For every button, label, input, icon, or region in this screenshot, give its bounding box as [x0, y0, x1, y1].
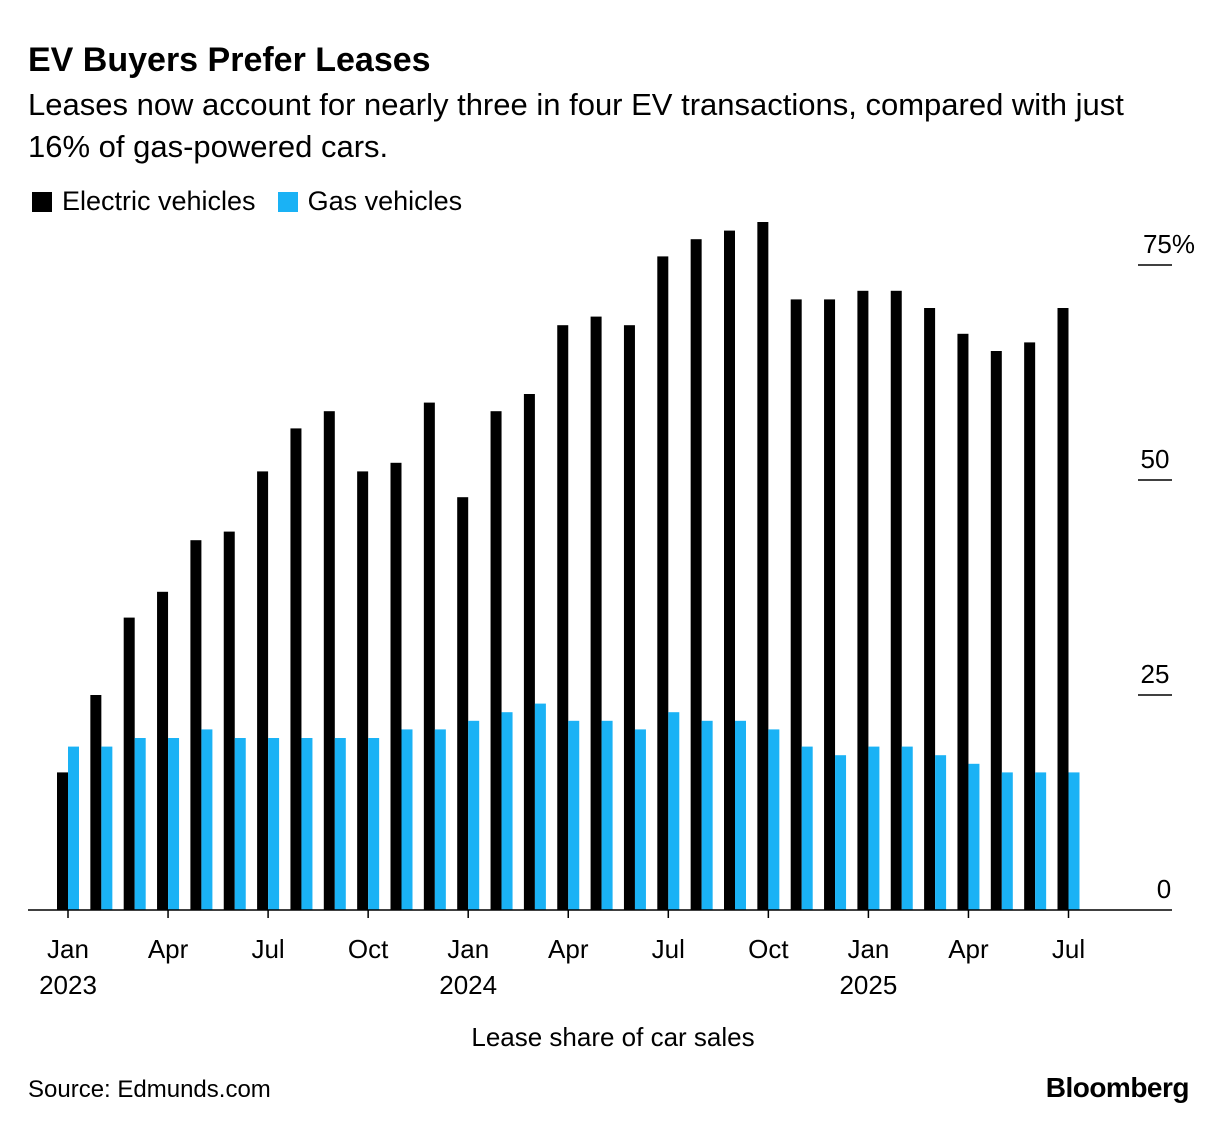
bar-electric: [724, 230, 735, 911]
x-tick-label: Jan: [47, 934, 89, 964]
x-tick-label: Jan: [847, 934, 889, 964]
bar-gas: [801, 746, 813, 910]
bar-gas: [568, 720, 580, 910]
x-tick-label: Oct: [348, 934, 389, 964]
bar-gas: [168, 738, 180, 910]
y-tick-label: 0: [1157, 874, 1171, 904]
bar-gas: [601, 720, 613, 910]
legend-swatch-electric: [32, 191, 52, 212]
bar-gas: [201, 729, 213, 910]
legend-swatch-gas: [277, 191, 298, 212]
y-tick-label: 50: [1141, 444, 1170, 474]
bar-electric: [457, 497, 469, 910]
bar-electric: [957, 333, 969, 910]
x-tick-label: Apr: [148, 934, 189, 964]
bar-electric: [490, 411, 502, 910]
y-axis: 75% 50 25 0: [1138, 229, 1195, 904]
y-tick-label: 25: [1141, 659, 1170, 689]
bar-electric: [757, 222, 769, 910]
bar-electric: [323, 411, 335, 910]
bar-gas: [1035, 772, 1047, 910]
bar-electric: [390, 462, 402, 910]
legend-item-gas: Gas vehicles: [277, 186, 463, 217]
bar-electric: [990, 351, 1002, 910]
bar-electric: [824, 299, 836, 910]
bar-electric: [157, 591, 169, 910]
x-axis-label: Lease share of car sales: [471, 1022, 754, 1052]
bar-gas: [901, 746, 913, 910]
bar-electric: [623, 325, 635, 910]
bar-gas: [634, 729, 646, 910]
bar-gas: [701, 720, 713, 910]
legend-label-electric: Electric vehicles: [62, 186, 256, 216]
x-tick-label: Oct: [748, 934, 789, 964]
bar-gas: [334, 738, 346, 910]
bar-gas: [735, 720, 746, 910]
bar-electric: [1057, 308, 1069, 910]
bar-electric: [290, 428, 302, 910]
bar-electric: [690, 239, 702, 910]
bar-gas: [768, 729, 780, 910]
bar-gas: [968, 763, 980, 910]
y-tick-label: 75%: [1143, 229, 1195, 259]
bar-electric: [1024, 342, 1036, 910]
bar-electric: [90, 695, 102, 910]
bar-gas: [101, 746, 113, 910]
bar-electric: [190, 540, 202, 910]
bar-electric: [557, 325, 569, 910]
bar-gas: [501, 712, 513, 910]
bar-electric: [123, 617, 135, 910]
bars-group: [57, 222, 1080, 911]
legend-item-electric: Electric vehicles: [32, 186, 256, 217]
bar-gas: [668, 712, 680, 910]
bar-electric: [57, 772, 68, 910]
legend-label-gas: Gas vehicles: [307, 186, 463, 216]
bar-electric: [890, 290, 902, 910]
bar-gas: [868, 746, 880, 910]
bar-gas: [468, 720, 480, 910]
bar-gas: [935, 755, 947, 910]
x-tick-label: Apr: [948, 934, 989, 964]
x-axis: Jan 2023 Apr Jul Oct Jan 2024 Apr Jul Oct Jan 2025 A…: [28, 909, 1172, 1000]
bar-electric: [657, 256, 669, 910]
legend: Electric vehicles Gas vehicles: [32, 186, 484, 217]
bar-electric: [790, 299, 802, 910]
bar-electric: [423, 402, 435, 910]
bar-gas: [368, 738, 380, 910]
bar-gas: [234, 738, 246, 910]
bar-gas: [1068, 772, 1080, 910]
bar-electric: [590, 316, 602, 911]
bar-gas: [134, 738, 146, 910]
bar-gas: [301, 738, 313, 910]
chart-title: EV Buyers Prefer Leases: [28, 41, 431, 79]
x-tick-label: Apr: [548, 934, 589, 964]
bloomberg-logo: Bloomberg: [1045, 1072, 1190, 1103]
bar-electric: [523, 394, 535, 910]
bar-electric: [257, 471, 269, 910]
bar-electric: [357, 471, 369, 910]
bar-electric: [924, 308, 936, 910]
bar-gas: [1001, 772, 1013, 910]
x-tick-label: Jul: [251, 934, 284, 964]
bar-gas: [68, 746, 79, 910]
x-tick-year-label: 2025: [839, 970, 897, 1000]
chart-subtitle: Leases now account for nearly three in f…: [28, 87, 1124, 164]
x-tick-label: Jul: [1052, 934, 1085, 964]
x-tick-year-label: 2024: [439, 970, 497, 1000]
x-tick-year-label: 2023: [39, 970, 97, 1000]
bar-gas: [835, 755, 847, 910]
x-tick-label: Jan: [447, 934, 489, 964]
bar-electric: [857, 290, 869, 910]
bar-gas: [534, 703, 546, 910]
x-tick-label: Jul: [652, 934, 685, 964]
bar-gas: [268, 738, 280, 910]
source-note: Source: Edmunds.com: [28, 1076, 271, 1103]
bar-gas: [434, 729, 446, 910]
bar-electric: [223, 531, 235, 910]
bar-gas: [401, 729, 413, 910]
